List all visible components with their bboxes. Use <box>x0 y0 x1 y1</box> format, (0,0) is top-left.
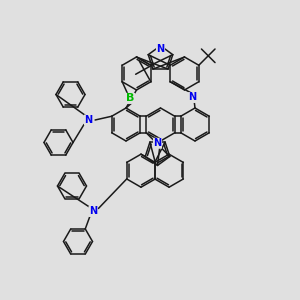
Text: N: N <box>84 115 93 125</box>
Text: N: N <box>153 138 162 148</box>
Text: N: N <box>156 44 165 54</box>
Text: B: B <box>126 93 135 103</box>
Text: N: N <box>188 92 197 103</box>
Text: N: N <box>89 206 97 217</box>
